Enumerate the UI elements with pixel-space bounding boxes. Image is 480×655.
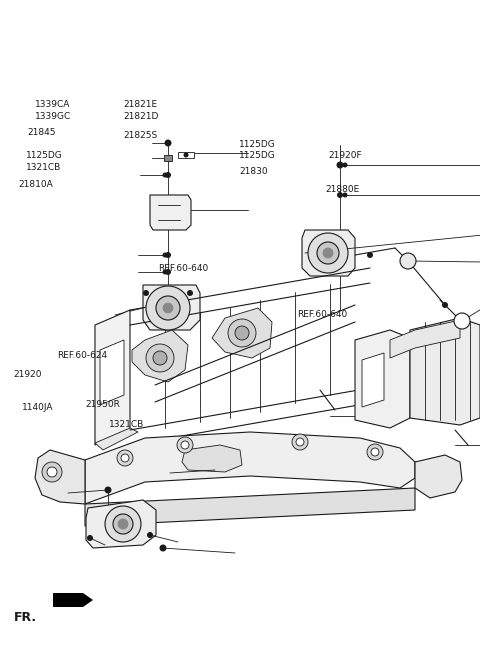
Polygon shape [182,445,242,472]
Circle shape [147,533,153,538]
Circle shape [187,290,193,296]
Circle shape [118,519,128,529]
Polygon shape [212,308,272,358]
Circle shape [337,192,343,198]
Circle shape [121,454,129,462]
Polygon shape [95,428,138,450]
Polygon shape [35,450,85,504]
Text: 1125DG: 1125DG [26,151,63,160]
Circle shape [87,536,93,540]
Circle shape [343,193,348,198]
Circle shape [343,162,348,168]
Polygon shape [415,455,462,498]
Circle shape [454,313,470,329]
Circle shape [323,248,333,258]
Circle shape [163,252,168,257]
Text: 1125DG: 1125DG [239,151,276,160]
Circle shape [165,269,171,275]
Polygon shape [85,488,415,526]
Polygon shape [410,318,480,425]
Circle shape [163,269,168,274]
Circle shape [317,242,339,264]
Text: 21825S: 21825S [124,131,158,140]
Circle shape [146,286,190,330]
Polygon shape [355,330,410,428]
Text: 21845: 21845 [28,128,56,137]
Circle shape [367,444,383,460]
Circle shape [117,450,133,466]
Text: 1321CB: 1321CB [26,162,61,172]
Polygon shape [100,340,124,405]
Circle shape [292,434,308,450]
Circle shape [371,448,379,456]
Circle shape [163,303,173,313]
Circle shape [442,302,448,308]
Circle shape [296,438,304,446]
Circle shape [228,319,256,347]
Polygon shape [390,320,460,358]
Text: 1321CB: 1321CB [109,420,144,429]
Circle shape [113,514,133,534]
Circle shape [183,153,189,157]
Bar [164,155,172,161]
Polygon shape [132,330,188,382]
Circle shape [146,344,174,372]
Circle shape [165,140,171,147]
Circle shape [165,172,171,178]
Text: 21950R: 21950R [85,400,120,409]
Text: 21920F: 21920F [329,151,362,160]
Text: 21821E: 21821E [124,100,158,109]
Circle shape [235,326,249,340]
Text: 21920: 21920 [13,370,42,379]
Text: 21810A: 21810A [18,180,53,189]
Polygon shape [362,353,384,407]
Circle shape [153,351,167,365]
Circle shape [105,487,111,493]
Circle shape [400,253,416,269]
Circle shape [156,296,180,320]
Polygon shape [85,432,415,504]
Circle shape [160,546,166,550]
Bar [178,152,194,158]
Circle shape [143,290,149,296]
Circle shape [105,506,141,542]
Circle shape [42,462,62,482]
Text: REF.60-624: REF.60-624 [57,350,107,360]
Circle shape [87,535,93,541]
Circle shape [336,162,344,168]
Text: 1339CA: 1339CA [35,100,70,109]
Polygon shape [86,500,156,548]
Polygon shape [53,593,93,607]
Circle shape [177,437,193,453]
Polygon shape [95,310,130,445]
Text: 1339GC: 1339GC [35,112,71,121]
Circle shape [165,252,171,258]
Polygon shape [150,195,191,230]
Circle shape [367,252,373,258]
Circle shape [181,441,189,449]
Circle shape [308,233,348,273]
Polygon shape [143,285,200,330]
Text: 21821D: 21821D [124,112,159,121]
Circle shape [47,467,57,477]
Circle shape [147,532,153,538]
Text: REF.60-640: REF.60-640 [298,310,348,319]
Text: 21880E: 21880E [325,185,360,195]
Text: 1125DG: 1125DG [239,140,276,149]
Circle shape [163,172,168,178]
Circle shape [159,544,167,552]
Text: 21830: 21830 [239,167,268,176]
Text: FR.: FR. [13,610,36,624]
Text: REF.60-640: REF.60-640 [158,264,209,273]
Circle shape [106,487,110,493]
Polygon shape [302,230,355,276]
Text: 1140JA: 1140JA [22,403,53,412]
